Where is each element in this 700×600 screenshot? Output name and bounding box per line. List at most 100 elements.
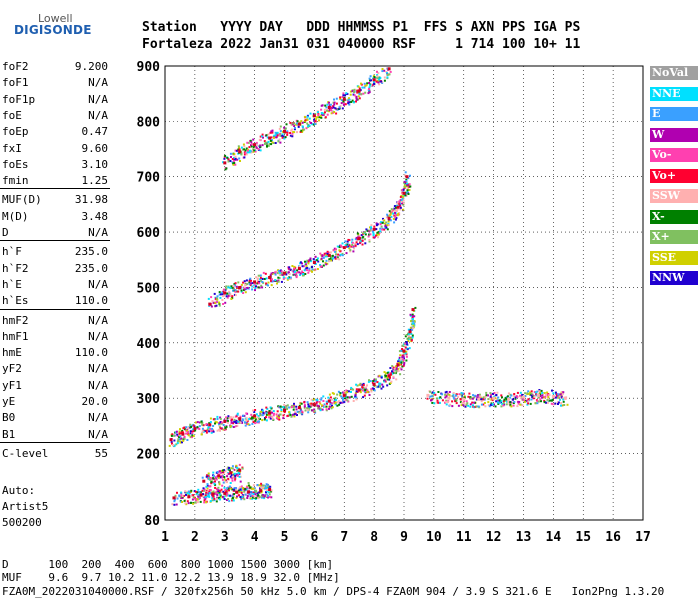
echo-point xyxy=(236,149,238,152)
echo-point xyxy=(217,476,220,479)
echo-point xyxy=(270,489,273,492)
echo-point xyxy=(401,354,404,357)
echo-point xyxy=(267,485,270,488)
auto-code: 500200 xyxy=(2,516,42,529)
trace-point xyxy=(342,246,346,250)
echo-point xyxy=(387,220,390,223)
echo-point xyxy=(298,411,301,414)
echo-point xyxy=(545,393,547,396)
echo-point xyxy=(306,269,308,272)
echo-point xyxy=(267,133,270,136)
echo-point xyxy=(175,503,178,506)
echo-point xyxy=(175,496,178,499)
echo-point xyxy=(221,475,223,478)
echo-point xyxy=(295,123,298,126)
echo-point xyxy=(256,144,259,147)
echo-point xyxy=(229,487,232,490)
echo-point xyxy=(527,398,530,401)
echo-point xyxy=(401,189,404,192)
trace-point xyxy=(408,330,412,334)
echo-point xyxy=(355,396,358,399)
echo-point xyxy=(320,398,323,401)
echo-point xyxy=(383,228,386,231)
echo-point xyxy=(353,94,356,97)
echo-point xyxy=(225,488,228,491)
echo-point xyxy=(324,261,327,264)
echo-point xyxy=(251,282,254,285)
echo-point xyxy=(180,437,183,440)
echo-point xyxy=(379,77,382,79)
echo-point xyxy=(404,174,407,177)
echo-point xyxy=(292,269,295,272)
echo-point xyxy=(397,369,400,372)
echo-point xyxy=(365,386,367,389)
echo-point xyxy=(276,410,279,413)
echo-point xyxy=(370,388,373,391)
echo-point xyxy=(184,490,187,493)
echo-point xyxy=(216,295,219,298)
echo-point xyxy=(285,408,288,410)
echo-point xyxy=(289,276,292,279)
echo-point xyxy=(231,295,234,298)
echo-point xyxy=(293,267,295,270)
echo-point xyxy=(335,248,337,251)
echo-point xyxy=(338,400,341,403)
echo-point xyxy=(523,400,526,403)
echo-point xyxy=(451,405,454,408)
param-row-foes: foEs 3.10 xyxy=(2,158,108,172)
echo-point xyxy=(257,496,260,499)
echo-point xyxy=(375,385,377,388)
echo-point xyxy=(270,143,273,146)
trace-point xyxy=(563,396,567,400)
echo-point xyxy=(218,423,220,426)
x-tick-label: 2 xyxy=(191,530,199,545)
echo-point xyxy=(243,145,246,148)
echo-point xyxy=(487,394,489,397)
echo-point xyxy=(227,286,230,289)
echo-point xyxy=(240,289,243,292)
echo-point xyxy=(392,366,395,369)
echo-point xyxy=(445,403,448,406)
echo-point xyxy=(467,404,470,407)
trace-point xyxy=(202,479,206,483)
echo-point xyxy=(254,289,256,292)
echo-point xyxy=(281,136,284,139)
echo-point xyxy=(329,396,332,399)
echo-point xyxy=(281,273,284,276)
echo-point xyxy=(254,287,257,290)
echo-point xyxy=(352,388,355,391)
echo-point xyxy=(223,496,226,499)
echo-point xyxy=(339,392,342,395)
echo-point xyxy=(269,485,272,488)
echo-point xyxy=(431,398,434,401)
echo-point xyxy=(331,392,334,395)
echo-point xyxy=(328,101,330,104)
echo-point xyxy=(256,416,259,419)
echo-point xyxy=(455,402,458,405)
param-label: h`F2 xyxy=(2,261,29,275)
echo-point xyxy=(216,418,219,420)
echo-point xyxy=(258,484,261,487)
echo-point xyxy=(303,128,306,131)
echo-point xyxy=(351,388,353,391)
echo-point xyxy=(236,495,238,498)
param-value: 20.0 xyxy=(81,395,109,408)
echo-point xyxy=(327,396,330,399)
param-row-mufd: MUF(D) 31.98 xyxy=(2,193,108,207)
echo-point xyxy=(366,82,369,85)
echo-point xyxy=(391,370,393,373)
echo-point xyxy=(546,401,549,404)
echo-point xyxy=(347,100,349,103)
echo-point xyxy=(245,419,248,422)
echo-point xyxy=(262,484,265,487)
echo-point xyxy=(384,372,387,375)
echo-point xyxy=(257,286,260,289)
echo-point xyxy=(226,296,229,299)
echo-point xyxy=(359,241,362,244)
echo-point xyxy=(217,486,220,489)
echo-point xyxy=(507,401,510,404)
echo-point xyxy=(386,224,389,227)
echo-point xyxy=(364,233,367,236)
echo-point xyxy=(261,409,264,412)
echo-point xyxy=(293,125,296,127)
